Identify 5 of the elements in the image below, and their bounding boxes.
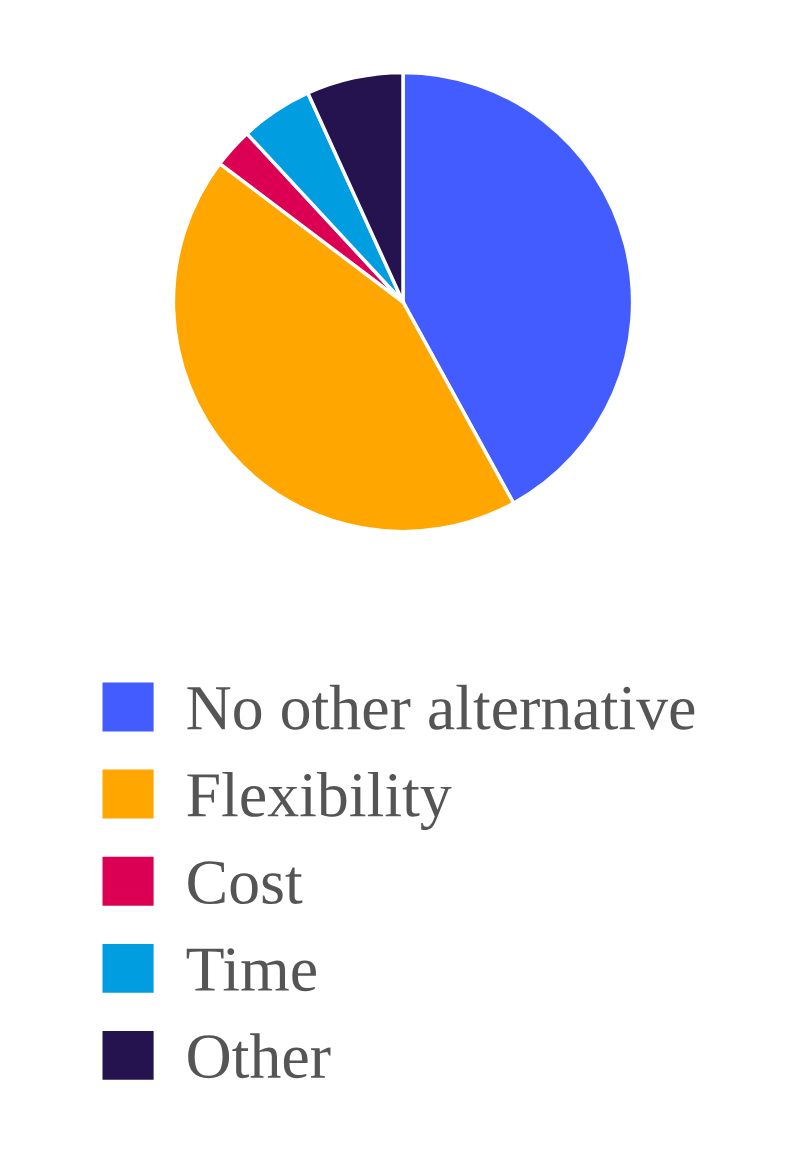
legend-label: No other alternative (187, 684, 695, 730)
legend-label: Time (186, 948, 316, 992)
legend-label: Flexibility (187, 771, 452, 830)
legend-label: Other (188, 1033, 331, 1079)
legend-label: Cost (188, 861, 303, 905)
